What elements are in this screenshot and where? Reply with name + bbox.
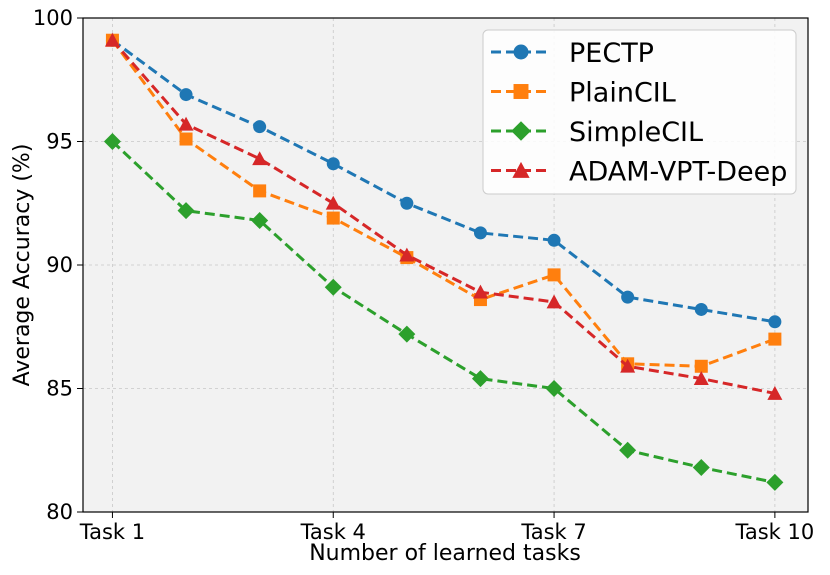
- data-point-simplecil: [766, 473, 784, 491]
- data-point-adam-vpt-deep: [620, 358, 636, 373]
- x-tick-label: Task 7: [520, 520, 586, 544]
- data-point-adam-vpt-deep: [546, 294, 562, 309]
- data-point-adam-vpt-deep: [104, 32, 120, 47]
- legend-marker-simplecil: [511, 121, 531, 141]
- data-point-plaincil: [694, 359, 708, 373]
- data-point-plaincil: [326, 211, 340, 225]
- axis-layer: 80 85 90 95 100 Task 1 Task 4 Task 7 Task 10: [33, 6, 814, 544]
- legend-marker-pectp: [513, 44, 529, 60]
- y-tick-label: 80: [46, 500, 73, 524]
- data-point-pectp: [621, 290, 635, 304]
- data-point-simplecil: [324, 278, 342, 296]
- legend: PECTP PlainCIL SimpleCIL ADAM-VPT-Deep: [482, 29, 797, 195]
- data-point-pectp: [547, 233, 561, 247]
- series-line-pectp: [111, 38, 776, 324]
- legend-entry-pectp: PECTP: [491, 38, 654, 69]
- data-point-simplecil: [619, 441, 637, 459]
- series-layer: [103, 32, 784, 491]
- data-point-adam-vpt-deep: [693, 371, 709, 385]
- data-point-simplecil: [251, 212, 269, 230]
- legend-entry-plaincil: PlainCIL: [491, 78, 676, 109]
- data-point-adam-vpt-deep: [178, 116, 194, 131]
- data-point-pectp: [253, 120, 267, 134]
- y-tick-label: 95: [46, 130, 73, 154]
- series-adam-vpt-deep: [104, 32, 783, 400]
- data-point-adam-vpt-deep: [325, 195, 341, 210]
- legend-label-pectp: PECTP: [569, 38, 654, 69]
- y-tick-label: 100: [33, 6, 73, 30]
- x-tick-label: Task 4: [300, 520, 366, 544]
- x-axis-label: Number of learned tasks: [309, 541, 581, 566]
- legend-marker-plaincil: [513, 84, 529, 99]
- legend-entry-simplecil: SimpleCIL: [491, 117, 703, 148]
- x-tick-label: Task 1: [79, 520, 145, 544]
- data-point-adam-vpt-deep: [399, 247, 415, 262]
- data-point-plaincil: [253, 184, 267, 198]
- data-point-pectp: [473, 226, 487, 240]
- series-line-plaincil: [111, 39, 776, 368]
- data-point-simplecil: [692, 459, 710, 477]
- x-tick-label: Task 10: [735, 520, 815, 544]
- data-point-simplecil: [103, 133, 121, 150]
- data-point-simplecil: [471, 370, 489, 388]
- data-point-adam-vpt-deep: [767, 385, 783, 400]
- legend-label-adam-vpt-deep: ADAM-VPT-Deep: [569, 157, 787, 188]
- series-simplecil: [103, 133, 784, 491]
- data-point-plaincil: [179, 132, 193, 146]
- data-point-pectp: [400, 196, 414, 210]
- series-line-simplecil: [111, 140, 776, 484]
- legend-entry-adam-vpt-deep: ADAM-VPT-Deep: [491, 157, 787, 188]
- legend-marker-adam-vpt-deep: [512, 161, 530, 178]
- data-point-plaincil: [768, 332, 782, 346]
- data-point-pectp: [694, 302, 708, 316]
- data-point-pectp: [326, 157, 340, 171]
- y-tick-label: 90: [46, 253, 73, 277]
- series-line-adam-vpt-deep: [111, 39, 776, 395]
- data-point-simplecil: [177, 202, 195, 220]
- data-point-simplecil: [398, 325, 416, 343]
- data-point-pectp: [179, 88, 193, 102]
- series-pectp: [105, 33, 782, 329]
- legend-label-simplecil: SimpleCIL: [569, 117, 703, 148]
- data-point-plaincil: [547, 268, 561, 282]
- legend-box: [482, 29, 797, 195]
- data-point-simplecil: [545, 380, 563, 397]
- y-axis-label: Average Accuracy (%): [10, 144, 35, 387]
- legend-label-plaincil: PlainCIL: [569, 78, 676, 109]
- data-point-pectp: [768, 315, 782, 329]
- data-point-adam-vpt-deep: [252, 151, 268, 166]
- data-point-adam-vpt-deep: [472, 284, 488, 299]
- y-tick-label: 85: [46, 377, 73, 401]
